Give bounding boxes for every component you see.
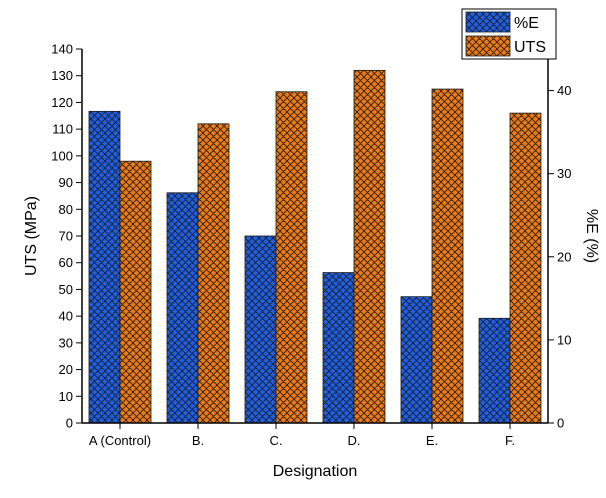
legend-swatch-hatch-%E <box>465 11 511 33</box>
x-axis-title: Designation <box>273 463 358 480</box>
left-tick-label: 10 <box>59 389 73 404</box>
right-tick-label: 10 <box>557 332 571 347</box>
left-tick-label: 100 <box>51 148 73 163</box>
x-axis-ticks: A (Control) B. C. D. E. F. <box>89 423 515 448</box>
bar-hatch-UTS-5 <box>509 112 542 424</box>
right-tick-label: 30 <box>557 166 571 181</box>
x-tick-label: F. <box>505 433 515 448</box>
left-tick-label: 120 <box>51 95 73 110</box>
bar-hatch-%E-3 <box>322 272 355 424</box>
left-tick-label: 0 <box>66 416 73 431</box>
left-axis-ticks: 0 10 20 30 40 50 60 70 80 90 100 110 120 130 140 <box>51 42 82 431</box>
left-tick-label: 70 <box>59 229 73 244</box>
legend: %E UTS <box>461 8 557 60</box>
right-tick-label: 40 <box>557 83 571 98</box>
bar-hatch-%E-2 <box>244 235 277 424</box>
legend-label-UTS: UTS <box>514 39 546 56</box>
right-axis-ticks: 0 10 20 30 40 <box>548 83 571 431</box>
bar-hatch-%E-5 <box>478 317 511 424</box>
x-tick-label: C. <box>270 433 283 448</box>
bar-hatch-UTS-3 <box>353 69 386 424</box>
x-tick-label: A (Control) <box>89 433 151 448</box>
left-tick-label: 110 <box>52 122 73 137</box>
left-tick-label: 40 <box>59 309 73 324</box>
left-tick-label: 130 <box>51 68 73 83</box>
left-tick-label: 50 <box>59 282 73 297</box>
bar-hatch-UTS-2 <box>275 91 308 424</box>
bars-group <box>88 69 542 424</box>
left-tick-label: 60 <box>59 255 73 270</box>
bar-hatch-UTS-1 <box>197 123 230 424</box>
left-tick-label: 20 <box>59 362 73 377</box>
left-tick-label: 140 <box>51 42 73 57</box>
bar-hatch-%E-4 <box>400 296 433 424</box>
x-tick-label: E. <box>426 433 438 448</box>
right-tick-label: 20 <box>557 249 571 264</box>
bar-hatch-UTS-0 <box>119 160 152 424</box>
y-axis-title: UTS (MPa) <box>23 196 40 276</box>
left-tick-label: 30 <box>59 335 73 350</box>
left-tick-label: 90 <box>59 175 73 190</box>
bar-hatch-%E-0 <box>88 110 121 424</box>
bar-hatch-UTS-4 <box>431 88 464 424</box>
x-tick-label: B. <box>192 433 204 448</box>
left-tick-label: 80 <box>59 202 73 217</box>
x-tick-label: D. <box>348 433 361 448</box>
bar-hatch-%E-1 <box>166 192 199 424</box>
y2-axis-title: %E (%) <box>583 209 600 263</box>
legend-label-%E: %E <box>514 15 539 32</box>
legend-swatch-hatch-UTS <box>465 35 511 57</box>
right-tick-label: 0 <box>557 416 564 431</box>
